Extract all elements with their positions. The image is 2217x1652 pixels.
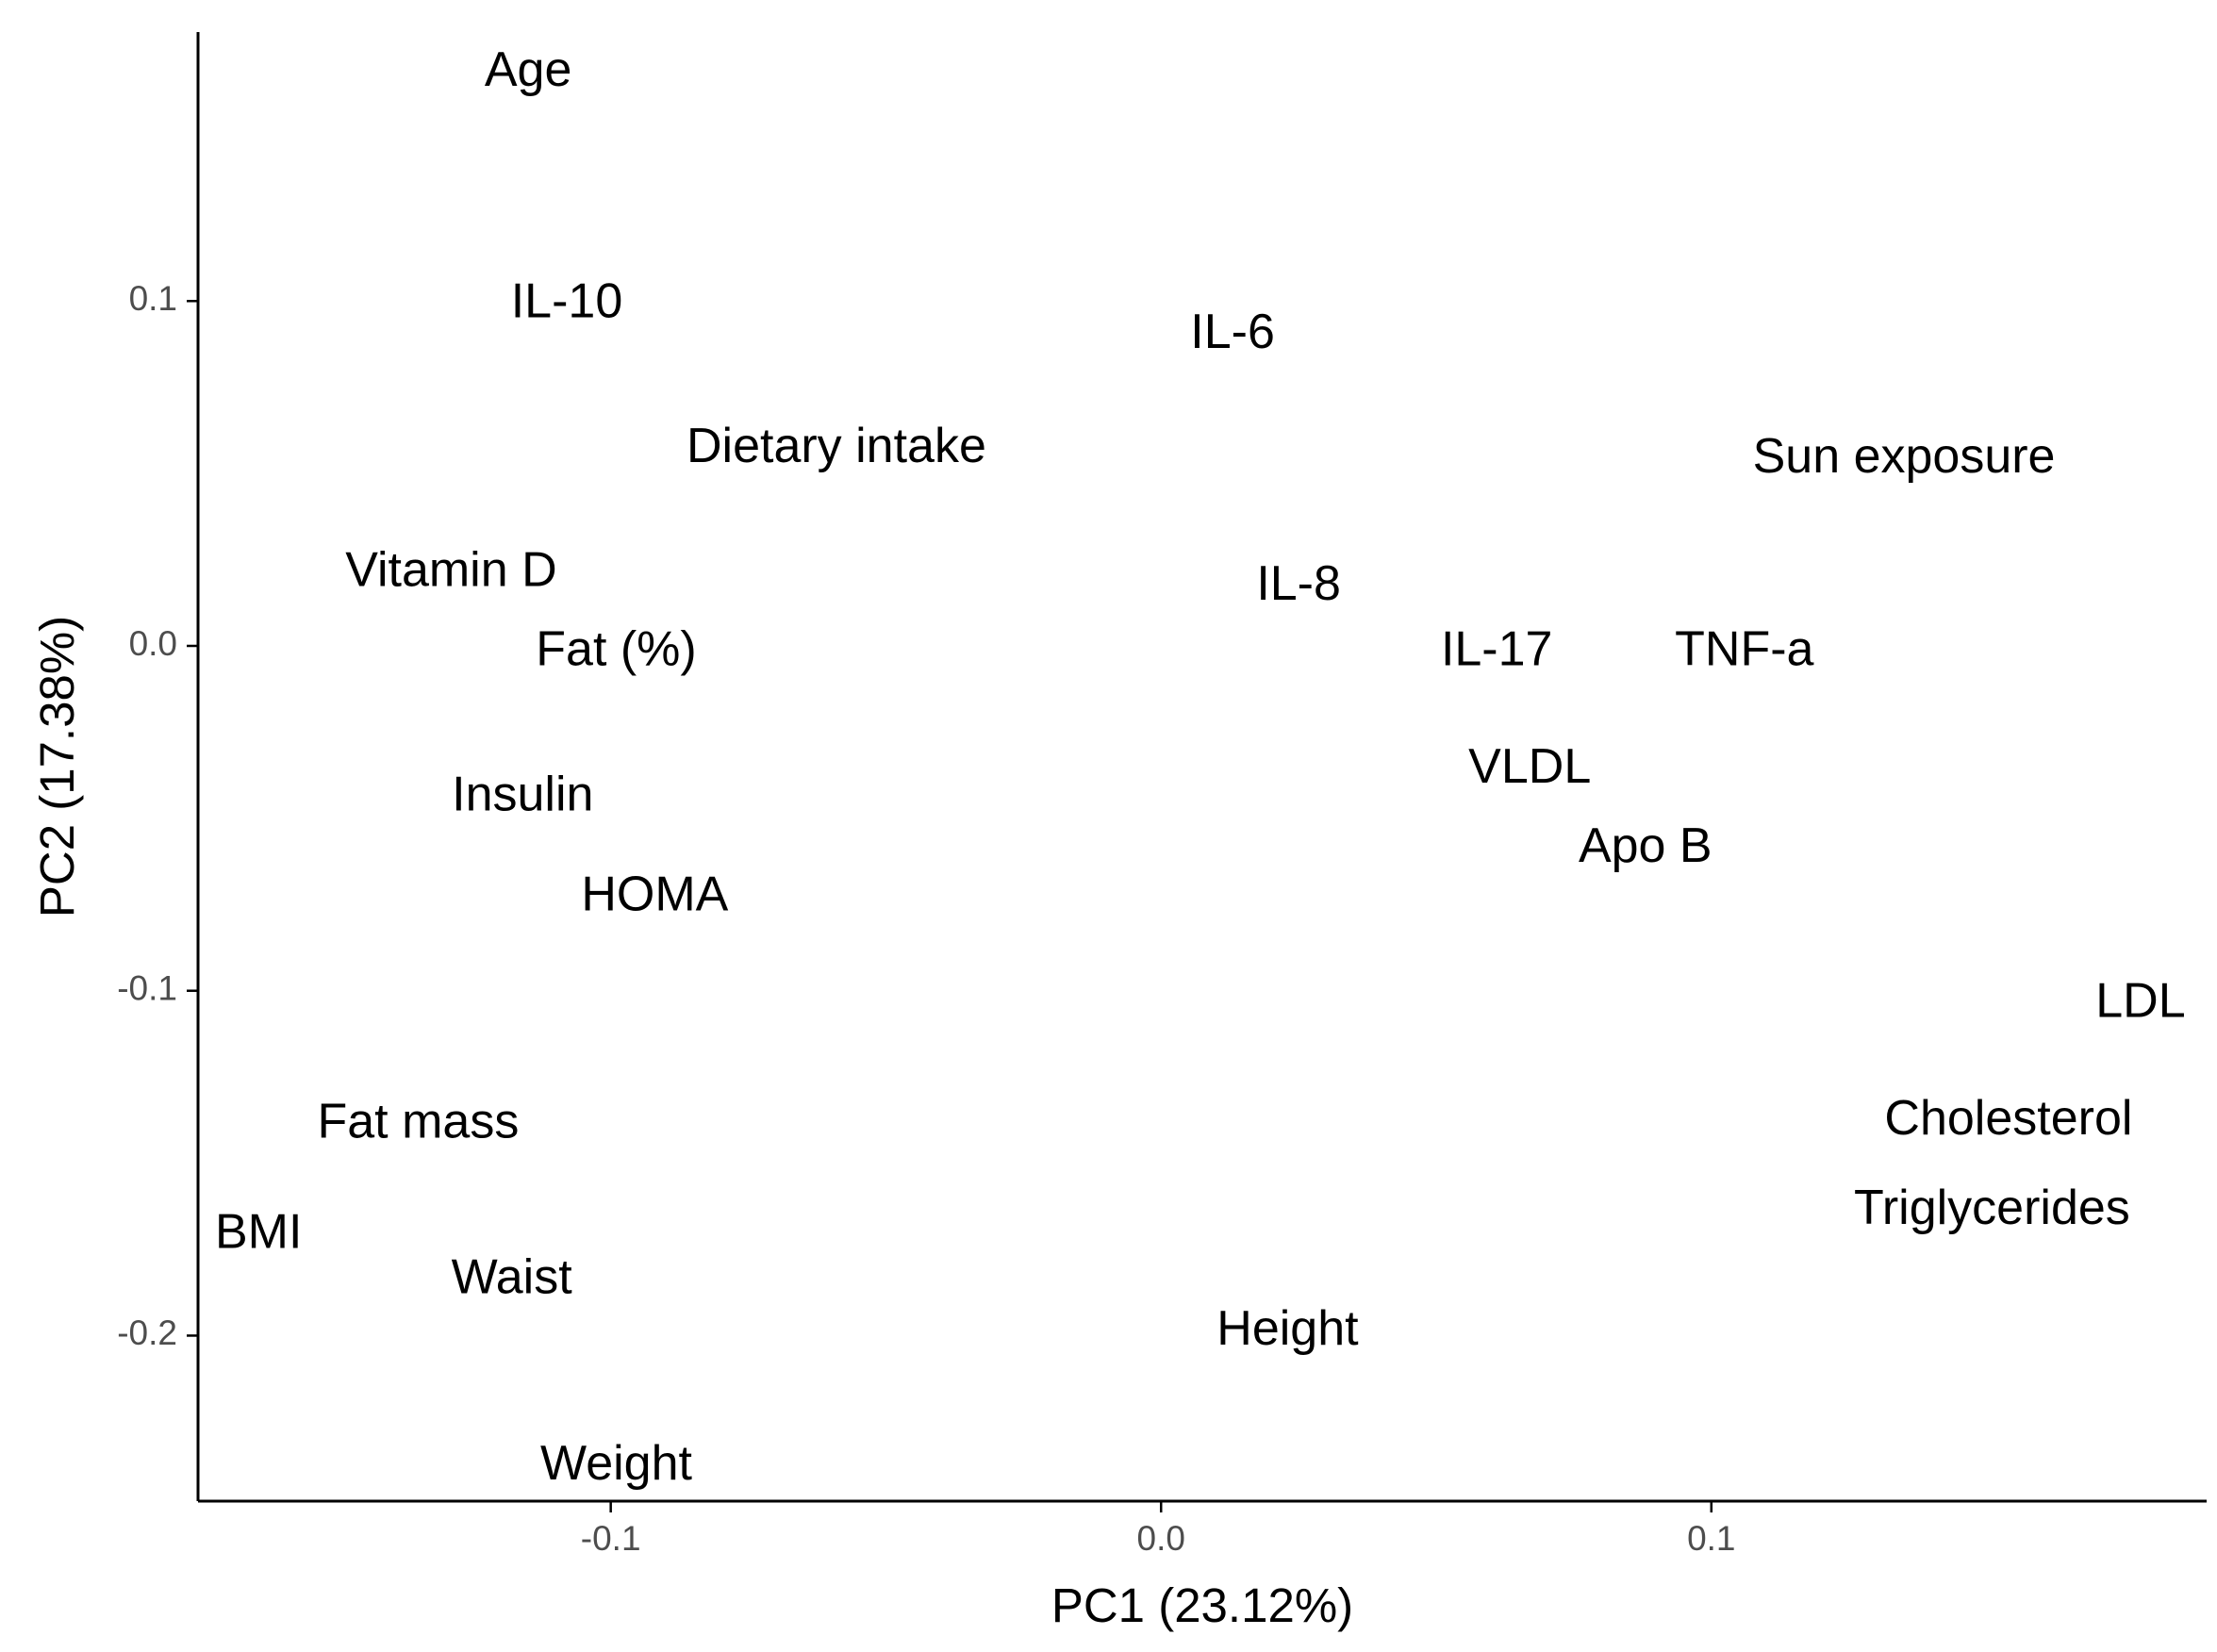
point-label: Cholesterol [1884,1091,2132,1146]
point-label: HOMA [581,867,728,921]
y-axis-ticks: 0.1 0.0 -0.1 -0.2 [117,279,198,1352]
point-label: Fat mass [318,1095,520,1149]
y-tick-label: 0.0 [129,624,177,663]
y-tick-label: 0.1 [129,279,177,318]
point-label: Dietary intake [687,419,986,473]
y-axis-title: PC2 (17.38%) [30,616,84,917]
point-label: Apo B [1579,818,1712,873]
point-label: Vitamin D [345,543,556,598]
point-label: BMI [215,1205,302,1260]
x-tick-label: 0.0 [1137,1519,1185,1558]
point-label: LDL [2095,974,2185,1029]
point-label: Waist [452,1249,573,1304]
point-label: Triglycerides [1854,1181,2130,1235]
x-axis-ticks: -0.1 0.0 0.1 [581,1501,1736,1558]
point-label: VLDL [1468,739,1591,794]
point-label: Fat (%) [536,622,696,677]
point-label: IL-17 [1441,622,1553,677]
point-labels: Age IL-10 IL-6 Dietary intake Sun exposure Vi… [215,42,2186,1491]
point-label: Insulin [452,767,593,821]
point-label: Age [485,42,572,97]
point-label: Sun exposure [1753,429,2056,484]
x-axis-title: PC1 (23.12%) [1051,1578,1353,1632]
point-label: IL-6 [1190,305,1275,359]
x-tick-label: -0.1 [581,1519,641,1558]
point-label: IL-8 [1256,556,1341,611]
y-tick-label: -0.1 [117,969,177,1008]
point-label: IL-10 [511,273,623,328]
x-tick-label: 0.1 [1687,1519,1735,1558]
y-tick-label: -0.2 [117,1313,177,1352]
point-label: Height [1216,1301,1359,1356]
point-label: Weight [540,1436,692,1491]
point-label: TNF-a [1675,622,1813,677]
